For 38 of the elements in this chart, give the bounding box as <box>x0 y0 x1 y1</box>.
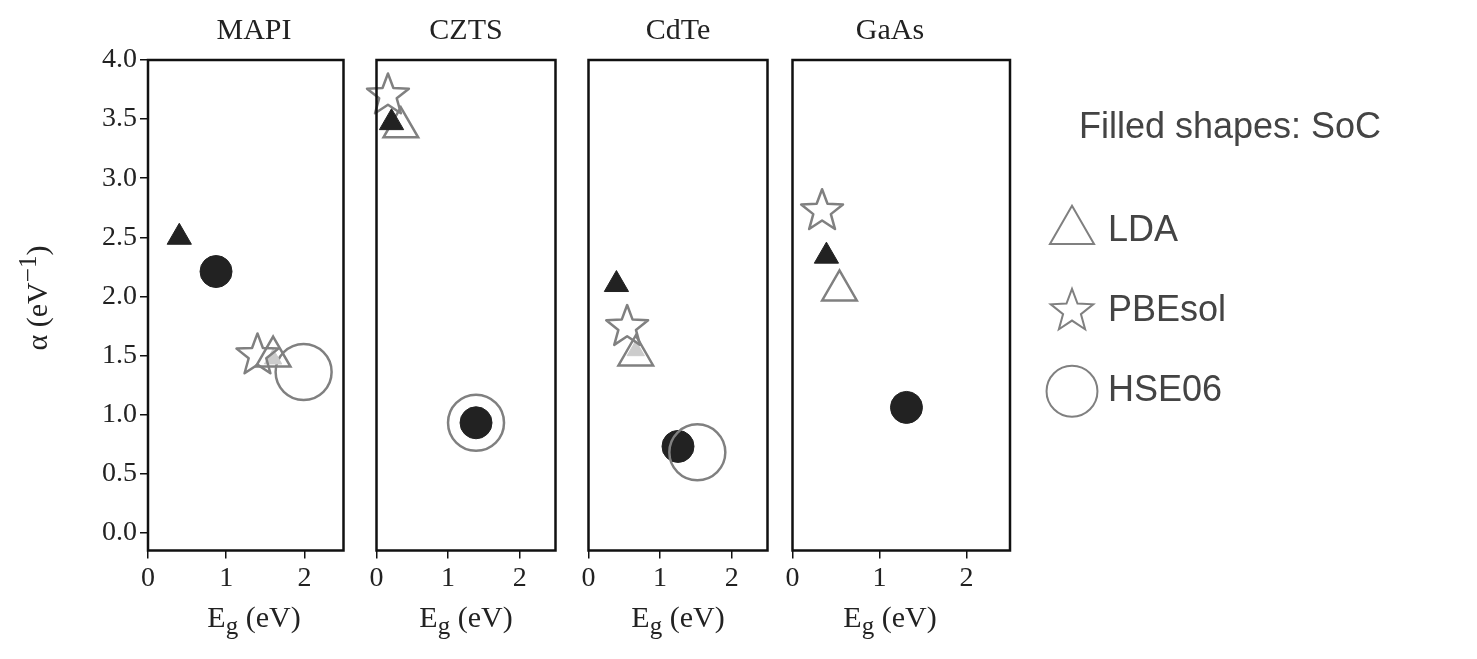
x-tick-label: 2 <box>512 560 527 592</box>
x-tick-label: 0 <box>785 560 800 592</box>
y-tick-label: 3.0 <box>102 160 137 192</box>
x-tick-label: 2 <box>959 560 974 592</box>
x-tick-label: 1 <box>441 560 456 592</box>
legend-title: Filled shapes: SoC <box>1078 104 1382 146</box>
y-tick-label: 1.5 <box>102 337 137 369</box>
legend-label: LDA <box>1108 208 1179 250</box>
x-axis-title: E$_{g}$ (eV) <box>418 600 514 640</box>
point <box>446 393 506 453</box>
chart-title: MAPI <box>215 12 293 46</box>
x-tick-label: 1 <box>653 560 668 592</box>
legend-label: PBEsol <box>1108 288 1227 330</box>
point <box>603 270 630 293</box>
x-tick-label: 1 <box>872 560 887 592</box>
legend-label: HSE06 <box>1108 368 1223 410</box>
point <box>604 303 650 347</box>
y-tick-label: 2.5 <box>102 219 137 251</box>
y-tick-label: 2.0 <box>102 278 137 310</box>
y-tick-label: 0.5 <box>102 455 137 487</box>
chart-title: CZTS <box>428 12 504 46</box>
point <box>365 72 411 115</box>
y-tick-label: 3.5 <box>102 101 137 133</box>
x-tick-label: 2 <box>724 560 739 592</box>
x-tick-label: 0 <box>141 560 155 592</box>
y-tick-label: 4.0 <box>102 42 137 74</box>
y-tick-label: 1.0 <box>102 396 137 428</box>
y-tick-label: 0.0 <box>102 515 137 547</box>
chart-title: CdTe <box>644 12 712 46</box>
chart-title: GaAs <box>854 12 926 46</box>
point <box>668 423 727 482</box>
x-axis-title: E$_{g}$ (eV) <box>206 600 302 640</box>
x-tick-label: 0 <box>369 560 384 592</box>
x-axis-title: E$_{g}$ (eV) <box>842 600 938 640</box>
x-tick-label: 1 <box>219 560 234 592</box>
x-axis-title: E$_{g}$ (eV) <box>630 600 726 640</box>
x-tick-label: 0 <box>581 560 596 592</box>
x-tick-label: 2 <box>297 560 312 592</box>
